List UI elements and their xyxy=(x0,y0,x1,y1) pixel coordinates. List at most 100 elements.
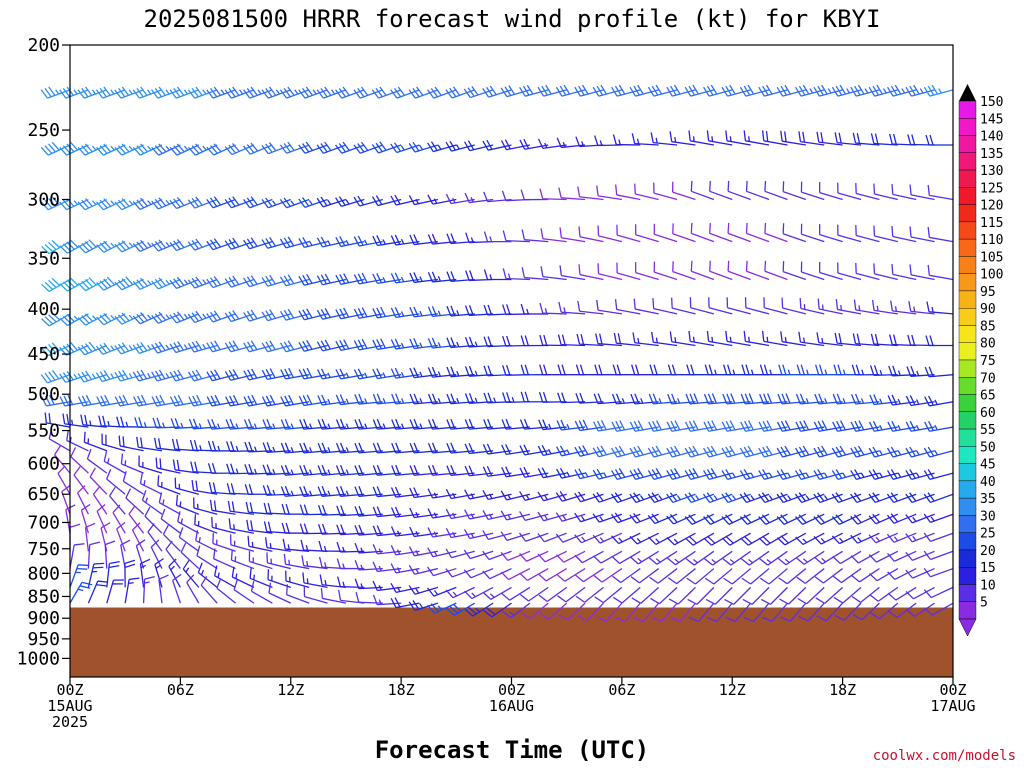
colorbar-segment xyxy=(958,567,977,585)
wind-barb-feather xyxy=(121,312,130,322)
wind-barb-feather xyxy=(81,280,90,290)
wind-barb-feather xyxy=(872,420,879,431)
wind-barb-shaft xyxy=(586,602,604,621)
wind-barb-half-feather xyxy=(839,537,844,543)
wind-barb-feather xyxy=(302,237,309,247)
wind-barb-half-feather xyxy=(360,547,364,553)
wind-barb-shaft xyxy=(162,533,181,552)
wind-barb-half-feather xyxy=(821,337,824,344)
colorbar-segment xyxy=(958,221,977,240)
wind-barb-feather xyxy=(412,141,420,152)
wind-barb-feather xyxy=(208,482,213,493)
wind-barb-half-feather xyxy=(309,423,313,429)
wind-barb-feather xyxy=(301,87,310,98)
wind-barb-feather xyxy=(505,418,511,430)
wind-barb-feather xyxy=(154,558,164,566)
wind-barb-feather xyxy=(599,333,603,345)
wind-barb-half-feather xyxy=(566,449,571,455)
wind-barb-shaft xyxy=(929,274,954,281)
wind-barb-feather xyxy=(725,492,733,502)
wind-barb-feather xyxy=(158,143,167,153)
wind-barb-feather xyxy=(816,615,827,622)
wind-barb-shaft xyxy=(733,586,752,605)
wind-barb-feather xyxy=(857,84,865,95)
wind-barb-feather xyxy=(726,393,732,404)
wind-barb-feather xyxy=(100,522,111,529)
wind-barb-feather xyxy=(799,298,802,309)
wind-barb-feather xyxy=(213,86,222,96)
wind-barb-half-feather xyxy=(544,514,549,521)
colorbar-label: 135 xyxy=(980,147,1003,162)
wind-barb-feather xyxy=(191,240,199,250)
wind-barb-feather xyxy=(596,492,604,502)
wind-barb-shaft xyxy=(807,602,825,622)
wind-barb-feather xyxy=(128,505,136,515)
wind-barb-feather xyxy=(633,298,636,310)
wind-barb-feather xyxy=(427,527,434,538)
wind-barb-feather xyxy=(140,86,148,96)
wind-barb-half-feather xyxy=(143,422,147,428)
wind-barb-feather xyxy=(268,86,277,96)
wind-barb-shaft xyxy=(753,602,770,622)
wind-barb-feather xyxy=(798,514,807,524)
wind-barb-feather xyxy=(634,393,640,404)
wind-barb-feather xyxy=(335,465,342,476)
colorbar-label: 35 xyxy=(980,492,996,507)
wind-barb-feather xyxy=(758,447,765,458)
wind-barb-feather xyxy=(285,503,290,515)
wind-barb-feather xyxy=(892,334,897,345)
colorbar-segment xyxy=(958,118,977,136)
wind-barb-feather xyxy=(519,86,526,97)
wind-barb-feather xyxy=(876,84,883,95)
wind-barb-shaft xyxy=(654,271,678,281)
wind-barb-feather xyxy=(59,283,68,292)
wind-barb-feather xyxy=(905,447,912,458)
wind-barb-feather xyxy=(321,504,327,516)
wind-barb-feather xyxy=(136,87,144,98)
wind-barb-feather xyxy=(706,85,714,96)
colorbar-label: 100 xyxy=(980,268,1003,283)
wind-barb-feather xyxy=(592,447,600,458)
wind-barb-feather xyxy=(850,86,857,97)
wind-barb-feather xyxy=(279,144,288,154)
wind-barb-feather xyxy=(243,342,250,353)
wind-barb-feather xyxy=(59,89,67,99)
wind-barb-feather xyxy=(354,506,360,517)
wind-barb-feather xyxy=(283,309,291,320)
wind-barb-feather xyxy=(426,89,435,99)
wind-barb-feather xyxy=(739,86,747,97)
colorbar-segment xyxy=(958,204,977,223)
wind-barb-shaft xyxy=(470,567,494,579)
wind-barb-feather xyxy=(784,420,791,431)
wind-barb-feather xyxy=(371,89,380,99)
wind-barb-feather xyxy=(380,306,386,317)
wind-barb-shaft xyxy=(892,273,917,281)
wind-barb-shaft xyxy=(546,586,568,603)
wind-barb-half-feather xyxy=(415,530,419,537)
wind-barb-feather xyxy=(394,307,401,318)
wind-barb-feather xyxy=(172,459,176,470)
wind-barb-feather xyxy=(391,465,397,476)
wind-barb-feather xyxy=(96,316,105,326)
wind-barb-feather xyxy=(463,549,471,559)
wind-barb-feather xyxy=(232,369,239,379)
wind-barb-feather xyxy=(574,492,582,503)
wind-barb-feather xyxy=(357,195,365,206)
wind-barb-feather xyxy=(279,310,287,321)
wind-barb-feather xyxy=(574,554,583,564)
wind-barb-feather xyxy=(265,275,273,286)
wind-barb-shaft xyxy=(621,586,641,604)
wind-barb-feather xyxy=(744,420,750,431)
wind-barb-feather xyxy=(85,394,92,405)
wind-barb-feather xyxy=(160,508,166,520)
wind-barb-shaft xyxy=(874,273,898,281)
wind-barb-shaft xyxy=(131,529,145,552)
wind-barb-feather xyxy=(927,264,931,276)
wind-barb-feather xyxy=(445,589,454,599)
wind-barb-feather xyxy=(96,503,106,512)
wind-barb-feather xyxy=(122,394,129,405)
wind-barb-shaft xyxy=(635,193,659,201)
wind-barb-feather xyxy=(445,527,452,538)
wind-barb-shaft xyxy=(267,562,291,570)
wind-barb-half-feather xyxy=(345,423,349,429)
